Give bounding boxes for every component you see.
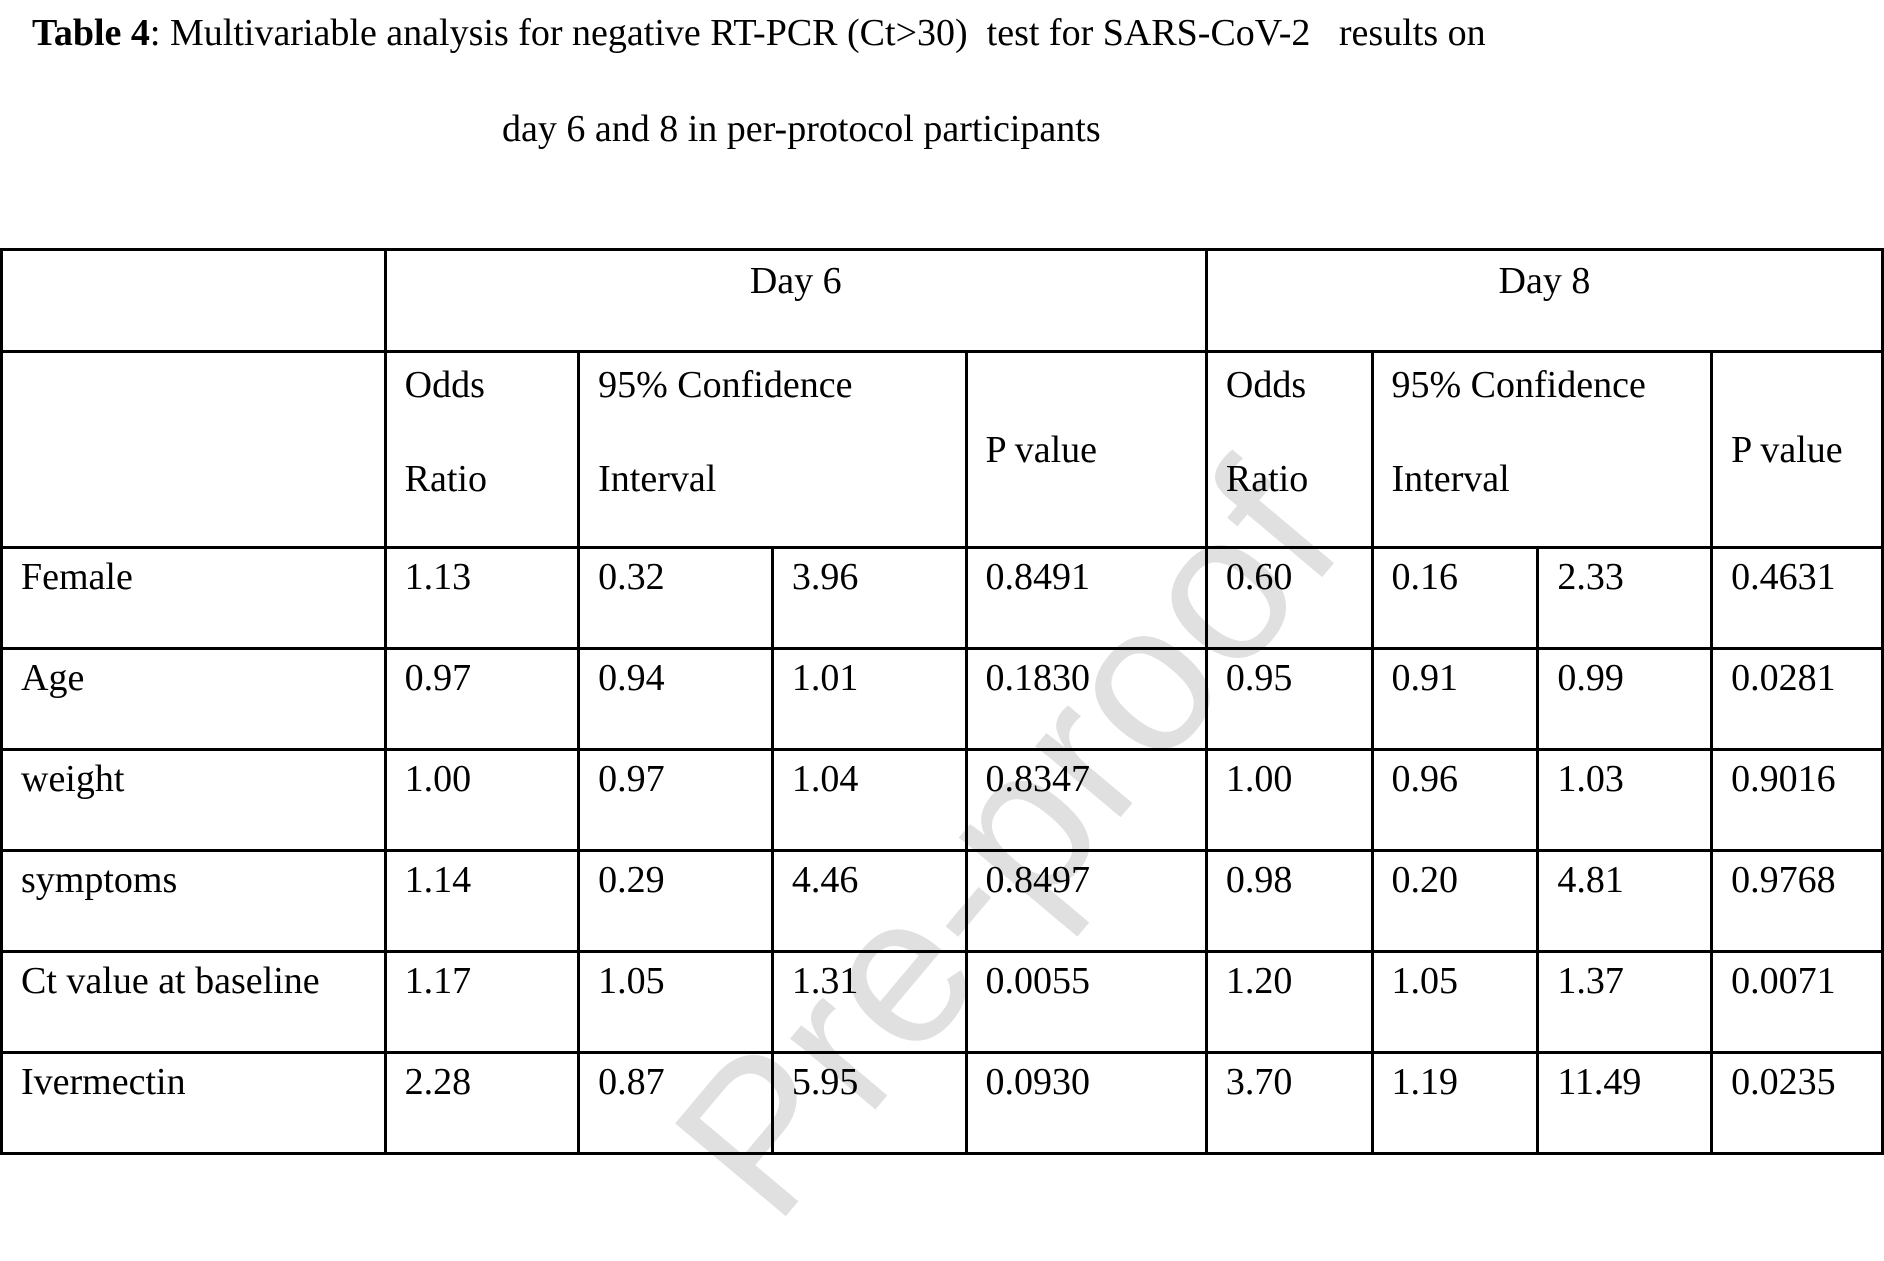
column-header-row: Odds Ratio 95% Confidence Interval P value… [0, 350, 1884, 549]
day6-ci-lower: 0.87 [577, 1051, 774, 1155]
day8-odds-ratio: 0.60 [1204, 546, 1374, 650]
table-row: Ivermectin 2.28 0.87 5.95 0.0930 3.70 1.… [0, 1051, 1884, 1155]
day6-odds-ratio: 1.00 [383, 748, 581, 852]
day6-ci-lower: 0.32 [577, 546, 774, 650]
day6-p-value: 0.8347 [964, 748, 1208, 852]
day8-header: Day 8 [1204, 248, 1884, 353]
day6-p-value: 0.1830 [964, 647, 1208, 751]
table-caption-continued: day 6 and 8 in per-protocol participants [502, 108, 1101, 150]
day6-ci-lower: 0.29 [577, 849, 774, 953]
row-label: symptoms [0, 849, 387, 953]
day6-p-value: 0.0930 [964, 1051, 1208, 1155]
day8-p-value: 0.9016 [1710, 748, 1884, 852]
day8-odds-ratio: 1.00 [1204, 748, 1374, 852]
day6-odds-ratio-header: Odds Ratio [383, 350, 581, 549]
day8-p-value: 0.0071 [1710, 950, 1884, 1054]
table-caption-text: : Multivariable analysis for negative RT… [149, 12, 1486, 54]
day6-ci-header: 95% Confidence Interval [577, 350, 968, 549]
day8-ci-lower: 0.20 [1370, 849, 1540, 953]
day6-ci-upper: 3.96 [770, 546, 968, 650]
day6-ci-upper: 1.31 [770, 950, 968, 1054]
row-label: Ct value at baseline [0, 950, 387, 1054]
day8-odds-ratio: 1.20 [1204, 950, 1374, 1054]
day6-odds-ratio: 1.13 [383, 546, 581, 650]
day8-ci-upper: 1.37 [1536, 950, 1714, 1054]
day8-odds-ratio: 0.95 [1204, 647, 1374, 751]
day8-p-value: 0.9768 [1710, 849, 1884, 953]
day8-odds-ratio: 3.70 [1204, 1051, 1374, 1155]
group-header-row: Day 6 Day 8 [0, 248, 1884, 353]
day6-ci-upper: 1.04 [770, 748, 968, 852]
row-label: weight [0, 748, 387, 852]
day8-ci-upper: 2.33 [1536, 546, 1714, 650]
day6-ci-lower: 0.94 [577, 647, 774, 751]
day8-ci-upper: 1.03 [1536, 748, 1714, 852]
day6-odds-ratio: 0.97 [383, 647, 581, 751]
day6-ci-upper: 1.01 [770, 647, 968, 751]
day8-ci-upper: 0.99 [1536, 647, 1714, 751]
results-table: Day 6 Day 8 Odds Ratio 95% Confidence Inte… [0, 248, 1884, 1155]
day8-ci-upper: 11.49 [1536, 1051, 1714, 1155]
day8-ci-upper: 4.81 [1536, 849, 1714, 953]
table-row: Ct value at baseline 1.17 1.05 1.31 0.00… [0, 950, 1884, 1054]
table-row: weight 1.00 0.97 1.04 0.8347 1.00 0.96 1… [0, 748, 1884, 852]
row-label: Female [0, 546, 387, 650]
table-row: Female 1.13 0.32 3.96 0.8491 0.60 0.16 2… [0, 546, 1884, 650]
row-label: Age [0, 647, 387, 751]
day6-ci-upper: 4.46 [770, 849, 968, 953]
day8-odds-ratio: 0.98 [1204, 849, 1374, 953]
day6-odds-ratio: 1.14 [383, 849, 581, 953]
day8-ci-lower: 1.19 [1370, 1051, 1540, 1155]
day6-header: Day 6 [383, 248, 1208, 353]
day8-ci-header: 95% Confidence Interval [1370, 350, 1714, 549]
day6-ci-lower: 0.97 [577, 748, 774, 852]
results-table-container: Day 6 Day 8 Odds Ratio 95% Confidence Inte… [0, 248, 1884, 1155]
day6-odds-ratio: 1.17 [383, 950, 581, 1054]
day8-ci-lower: 0.16 [1370, 546, 1540, 650]
day6-ci-upper: 5.95 [770, 1051, 968, 1155]
table-caption-label: Table 4 [32, 12, 150, 54]
day8-ci-lower: 1.05 [1370, 950, 1540, 1054]
day6-p-value-header: P value [964, 350, 1208, 549]
table-row: Age 0.97 0.94 1.01 0.1830 0.95 0.91 0.99… [0, 647, 1884, 751]
day6-p-value: 0.8491 [964, 546, 1208, 650]
day6-p-value: 0.8497 [964, 849, 1208, 953]
day8-ci-lower: 0.91 [1370, 647, 1540, 751]
empty-header-cell [0, 248, 387, 353]
day8-p-value: 0.0235 [1710, 1051, 1884, 1155]
day8-odds-ratio-header: Odds Ratio [1204, 350, 1374, 549]
table-caption: Table 4: Multivariable analysis for nega… [32, 8, 1486, 58]
empty-header-cell [0, 350, 387, 549]
day6-odds-ratio: 2.28 [383, 1051, 581, 1155]
day6-ci-lower: 1.05 [577, 950, 774, 1054]
day8-p-value: 0.4631 [1710, 546, 1884, 650]
row-label: Ivermectin [0, 1051, 387, 1155]
day8-p-value: 0.0281 [1710, 647, 1884, 751]
day8-p-value-header: P value [1710, 350, 1884, 549]
day8-ci-lower: 0.96 [1370, 748, 1540, 852]
day6-p-value: 0.0055 [964, 950, 1208, 1054]
table-row: symptoms 1.14 0.29 4.46 0.8497 0.98 0.20… [0, 849, 1884, 953]
